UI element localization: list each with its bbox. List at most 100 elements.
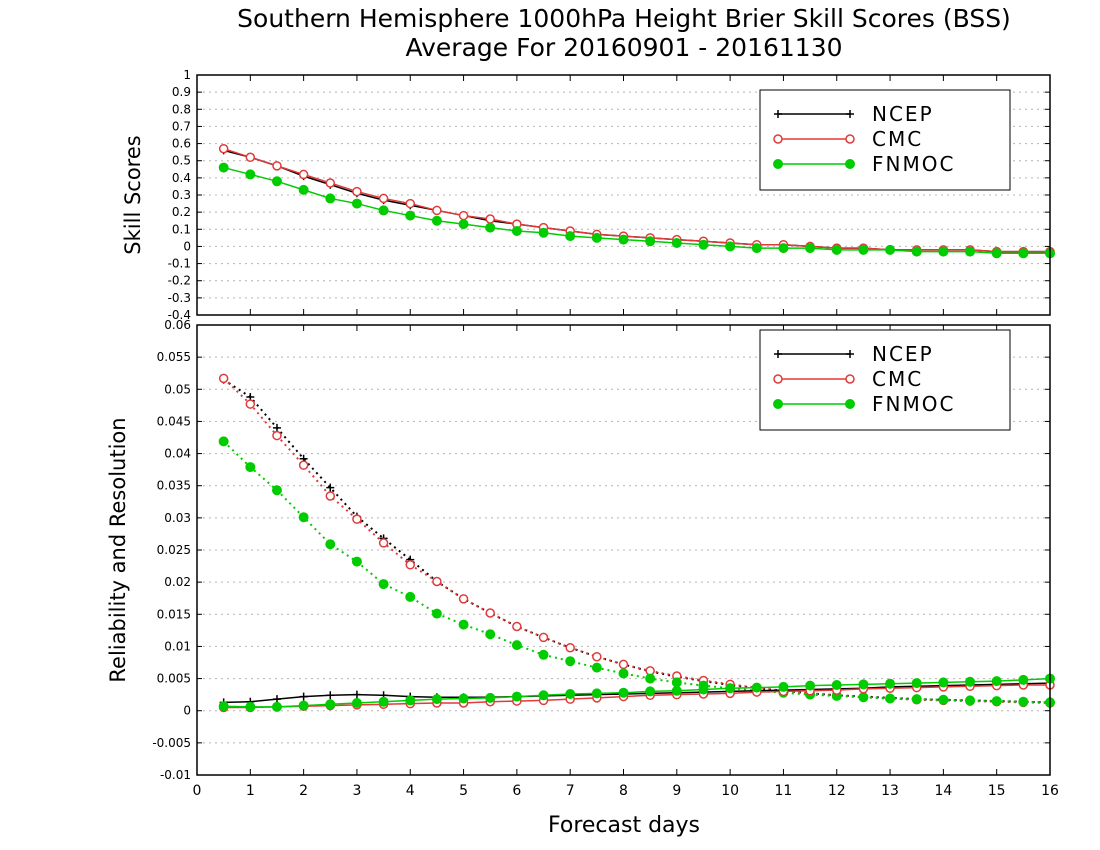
data-point bbox=[538, 227, 549, 238]
chart-subtitle: Average For 20160901 - 20161130 bbox=[405, 33, 842, 62]
data-point bbox=[272, 423, 281, 432]
data-point bbox=[431, 215, 442, 226]
data-point bbox=[485, 629, 496, 640]
data-point bbox=[458, 619, 469, 630]
y-tick-label: 0.2 bbox=[172, 205, 191, 219]
data-point bbox=[1018, 674, 1029, 685]
data-point bbox=[245, 169, 256, 180]
legend-item-ncep: NCEP bbox=[774, 342, 932, 366]
data-point bbox=[298, 460, 309, 470]
series-line bbox=[223, 677, 1051, 708]
x-tick-label: 7 bbox=[566, 783, 575, 799]
y-tick-label: 0.005 bbox=[157, 672, 191, 686]
data-point bbox=[591, 232, 602, 243]
data-point bbox=[458, 210, 469, 221]
data-point bbox=[352, 690, 361, 699]
bottom-y-axis-label: Reliability and Resolution bbox=[106, 417, 130, 682]
data-point bbox=[846, 350, 854, 358]
x-tick-label: 6 bbox=[512, 783, 521, 799]
data-point bbox=[351, 556, 362, 567]
data-point bbox=[511, 691, 522, 702]
y-tick-label: -0.005 bbox=[152, 736, 191, 750]
data-point bbox=[298, 512, 309, 523]
data-point bbox=[272, 695, 281, 704]
data-point bbox=[326, 691, 335, 700]
data-point bbox=[671, 677, 682, 688]
data-point bbox=[698, 684, 709, 695]
data-point bbox=[351, 198, 362, 209]
data-point bbox=[565, 231, 576, 242]
data-point bbox=[511, 226, 522, 236]
data-point bbox=[592, 651, 602, 662]
x-tick-label: 0 bbox=[193, 783, 202, 799]
y-tick-label: -0.4 bbox=[168, 308, 191, 322]
y-tick-label: 0.5 bbox=[172, 154, 191, 168]
data-point bbox=[698, 239, 709, 250]
data-point bbox=[774, 350, 782, 358]
data-point bbox=[432, 205, 442, 216]
legend-item-fnmoc: FNMOC bbox=[773, 392, 953, 416]
data-point bbox=[538, 632, 549, 643]
data-point bbox=[458, 594, 469, 604]
legend-box bbox=[759, 89, 1011, 191]
x-tick-label: 1 bbox=[246, 783, 255, 799]
data-point bbox=[485, 214, 495, 224]
data-point bbox=[1018, 248, 1029, 259]
data-point bbox=[991, 248, 1002, 259]
y-tick-label: -0.3 bbox=[168, 291, 191, 305]
data-point bbox=[773, 134, 783, 144]
data-point bbox=[618, 234, 629, 245]
data-point bbox=[1018, 696, 1029, 707]
data-point bbox=[565, 689, 576, 699]
data-point bbox=[938, 694, 949, 705]
data-point bbox=[298, 184, 309, 195]
y-tick-label: 0.02 bbox=[164, 575, 191, 589]
data-point bbox=[778, 243, 789, 254]
data-point bbox=[565, 656, 576, 667]
data-point bbox=[618, 659, 629, 670]
y-tick-label: 0.06 bbox=[164, 318, 191, 332]
data-point bbox=[645, 673, 656, 684]
y-tick-label: 0.6 bbox=[172, 137, 191, 151]
data-point bbox=[538, 649, 549, 660]
data-point bbox=[671, 238, 682, 248]
data-point bbox=[458, 693, 469, 704]
y-tick-label: 0.015 bbox=[157, 607, 191, 621]
data-point bbox=[405, 591, 416, 602]
data-point bbox=[298, 169, 309, 180]
data-point bbox=[773, 374, 783, 384]
data-point bbox=[725, 241, 736, 252]
legend-item-fnmoc: FNMOC bbox=[773, 152, 953, 176]
data-point bbox=[591, 688, 602, 699]
data-point bbox=[378, 579, 389, 590]
data-point bbox=[751, 243, 762, 254]
data-point bbox=[511, 640, 522, 651]
data-point bbox=[591, 662, 602, 673]
data-point bbox=[245, 701, 256, 712]
data-point bbox=[352, 186, 362, 197]
data-point bbox=[218, 701, 229, 712]
data-point bbox=[512, 621, 522, 632]
data-point bbox=[991, 696, 1002, 707]
y-tick-label: -0.2 bbox=[168, 274, 191, 288]
data-point bbox=[671, 685, 682, 696]
data-point bbox=[846, 110, 854, 118]
series-fnmoc bbox=[218, 162, 1055, 259]
legend-box bbox=[759, 329, 1011, 431]
data-point bbox=[965, 676, 976, 687]
y-tick-label: 0.025 bbox=[157, 543, 191, 557]
data-point bbox=[773, 399, 783, 409]
data-point bbox=[218, 162, 229, 173]
data-point bbox=[965, 246, 976, 257]
series-line bbox=[222, 440, 1051, 704]
y-tick-label: 0.055 bbox=[157, 350, 191, 364]
data-point bbox=[485, 692, 496, 703]
data-point bbox=[272, 161, 282, 171]
data-point bbox=[218, 143, 229, 154]
data-point bbox=[378, 205, 389, 216]
data-point bbox=[325, 699, 336, 710]
plot-frame bbox=[196, 74, 1051, 316]
data-point bbox=[218, 436, 229, 447]
data-point bbox=[245, 399, 256, 409]
